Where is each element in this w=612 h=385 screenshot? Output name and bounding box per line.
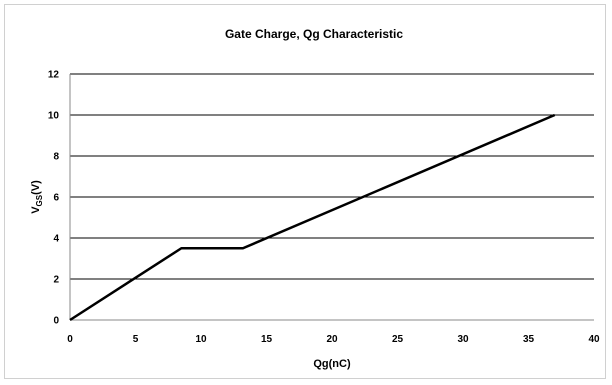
- x-tick-label: 35: [523, 334, 535, 345]
- x-tick-label: 10: [195, 334, 207, 345]
- y-tick-label: 12: [48, 70, 60, 81]
- series-layer: [69, 113, 556, 322]
- chart-title: Gate Charge, Qg Characteristic: [225, 27, 403, 41]
- series-line-0: [69, 113, 556, 322]
- y-tick-label: 0: [53, 316, 59, 327]
- y-axis-label-main: V: [30, 206, 42, 214]
- chart-frame: [4, 4, 606, 379]
- x-axis-label: Qg(nC): [313, 358, 351, 370]
- x-tick-label: 40: [588, 334, 600, 345]
- grid-lines: [70, 73, 594, 280]
- x-tick-label: 25: [392, 334, 404, 345]
- y-tick-labels: 0 2 4 6 8 10 12: [48, 70, 60, 327]
- axes: [69, 74, 594, 321]
- y-axis-label-suffix: (V): [30, 180, 42, 195]
- y-tick-label: 2: [53, 275, 59, 286]
- x-tick-label: 5: [133, 334, 139, 345]
- x-tick-label: 30: [457, 334, 469, 345]
- y-tick-label: 8: [53, 152, 59, 163]
- x-tick-labels: 0 5 10 15 20 25 30 35 40: [67, 334, 600, 345]
- y-tick-label: 6: [53, 193, 59, 204]
- y-axis-label: VGS(V): [30, 180, 44, 214]
- x-tick-label: 0: [67, 334, 73, 345]
- y-axis-label-sub: GS: [35, 194, 44, 206]
- y-tick-label: 10: [48, 111, 60, 122]
- y-tick-label: 4: [53, 234, 59, 245]
- x-tick-label: 15: [261, 334, 273, 345]
- x-tick-label: 20: [326, 334, 338, 345]
